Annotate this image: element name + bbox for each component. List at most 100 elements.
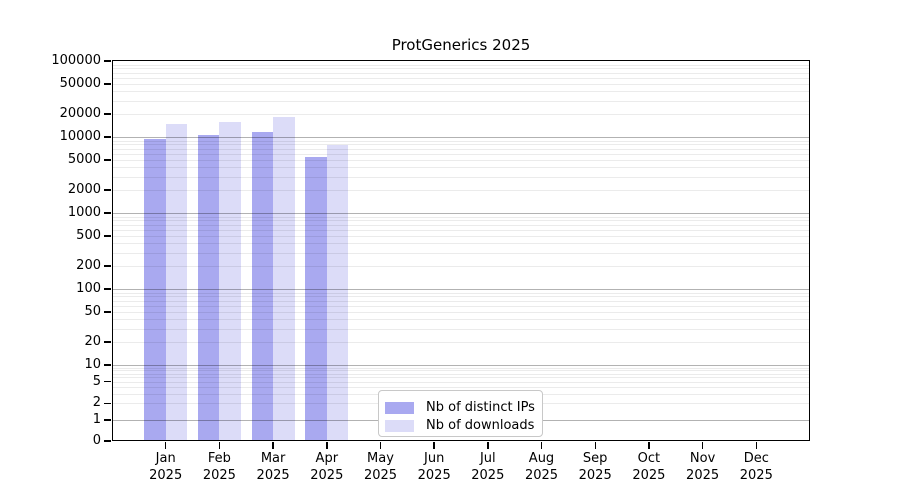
x-tick-label: Feb 2025 — [202, 451, 236, 483]
minor-gridline — [112, 190, 810, 192]
x-tick-mark — [433, 441, 435, 449]
y-tick-label: 1 — [92, 412, 101, 427]
y-tick-mark — [104, 402, 111, 405]
x-tick-label: May 2025 — [363, 451, 398, 483]
y-tick-label: 5 — [92, 373, 101, 389]
x-tick-mark — [326, 441, 328, 449]
y-tick-label: 10 — [84, 357, 101, 372]
y-tick-label: 10000 — [59, 129, 101, 144]
y-tick-label: 50000 — [59, 75, 101, 91]
minor-gridline — [112, 216, 810, 218]
y-tick-mark — [104, 311, 111, 313]
y-tick-label: 0 — [92, 433, 101, 448]
x-tick-label: Jul 2025 — [471, 451, 505, 483]
y-tick-mark — [104, 341, 111, 343]
plot-area — [112, 60, 810, 441]
x-tick-mark — [594, 441, 596, 449]
minor-gridline — [112, 292, 810, 294]
x-tick-label: Jun 2025 — [417, 451, 451, 483]
minor-gridline — [112, 243, 810, 245]
minor-gridline — [112, 77, 810, 79]
x-tick-label: Apr 2025 — [310, 451, 344, 483]
x-tick-mark — [487, 441, 489, 449]
x-tick-label: Jan 2025 — [149, 451, 183, 483]
legend: Nb of distinct IPs Nb of downloads — [378, 390, 543, 437]
y-tick-mark — [104, 364, 111, 366]
y-tick-label: 100 — [76, 281, 101, 296]
minor-gridline — [112, 377, 810, 379]
x-tick-label: Mar 2025 — [256, 451, 290, 483]
x-tick-mark — [701, 441, 704, 449]
minor-gridline — [112, 311, 810, 313]
x-tick-mark — [218, 441, 221, 449]
minor-gridline — [112, 83, 810, 85]
y-tick-label: 1000 — [67, 205, 101, 220]
minor-gridline — [112, 252, 810, 254]
minor-gridline — [112, 229, 810, 231]
y-tick-mark — [104, 380, 111, 383]
y-tick-mark — [104, 288, 111, 290]
y-tick-mark — [104, 83, 111, 85]
major-gridline — [112, 289, 810, 290]
minor-gridline — [112, 370, 810, 372]
x-tick-label: Nov 2025 — [686, 451, 720, 483]
minor-gridline — [112, 235, 810, 237]
bar-distinct-ips-jan — [144, 138, 166, 440]
x-tick-label: Dec 2025 — [739, 451, 773, 483]
x-tick-mark — [755, 441, 758, 449]
minor-gridline — [112, 159, 810, 161]
y-tick-mark — [104, 113, 111, 115]
bar-downloads-mar — [273, 117, 295, 440]
minor-gridline — [112, 300, 810, 302]
x-tick-mark — [379, 441, 382, 449]
chart-title: ProtGenerics 2025 — [391, 36, 531, 54]
minor-gridline — [112, 176, 810, 178]
legend-swatch-downloads — [385, 420, 414, 432]
minor-gridline — [112, 100, 810, 102]
minor-gridline — [112, 367, 810, 369]
y-tick-mark — [104, 189, 111, 191]
x-tick-label: Oct 2025 — [632, 451, 666, 483]
minor-gridline — [112, 386, 810, 388]
major-gridline — [112, 137, 810, 138]
legend-label: Nb of distinct IPs — [426, 400, 535, 415]
minor-gridline — [112, 328, 810, 330]
minor-gridline — [112, 153, 810, 155]
minor-gridline — [112, 373, 810, 375]
minor-gridline — [112, 266, 810, 268]
legend-label: Nb of downloads — [426, 418, 535, 433]
minor-gridline — [112, 224, 810, 226]
y-tick-mark — [104, 60, 111, 62]
y-tick-mark — [104, 419, 111, 421]
major-gridline — [112, 365, 810, 366]
x-tick-label: Sep 2025 — [578, 451, 612, 483]
minor-gridline — [112, 64, 810, 66]
bar-downloads-jan — [165, 124, 188, 440]
x-tick-mark — [648, 441, 650, 449]
y-tick-label: 200 — [76, 258, 101, 274]
y-tick-mark — [104, 440, 111, 442]
y-tick-label: 2 — [92, 395, 101, 411]
minor-gridline — [112, 68, 810, 70]
bar-distinct-ips-feb — [197, 135, 220, 440]
minor-gridline — [112, 91, 810, 93]
minor-gridline — [112, 319, 810, 321]
bar-downloads-apr — [326, 145, 349, 440]
y-tick-label: 20000 — [59, 106, 101, 122]
y-tick-mark — [104, 136, 111, 138]
x-tick-mark — [164, 441, 167, 449]
bar-distinct-ips-mar — [251, 132, 274, 440]
minor-gridline — [112, 296, 810, 298]
minor-gridline — [112, 305, 810, 307]
y-tick-mark — [104, 265, 111, 267]
legend-swatch-distinct-ips — [385, 402, 414, 414]
minor-gridline — [112, 114, 810, 116]
major-gridline — [112, 213, 810, 214]
x-tick-mark — [540, 441, 543, 449]
y-tick-mark — [104, 235, 111, 237]
y-tick-label: 5000 — [67, 151, 101, 167]
minor-gridline — [112, 148, 810, 150]
y-tick-mark — [104, 159, 111, 161]
minor-gridline — [112, 140, 810, 142]
minor-gridline — [112, 381, 810, 383]
